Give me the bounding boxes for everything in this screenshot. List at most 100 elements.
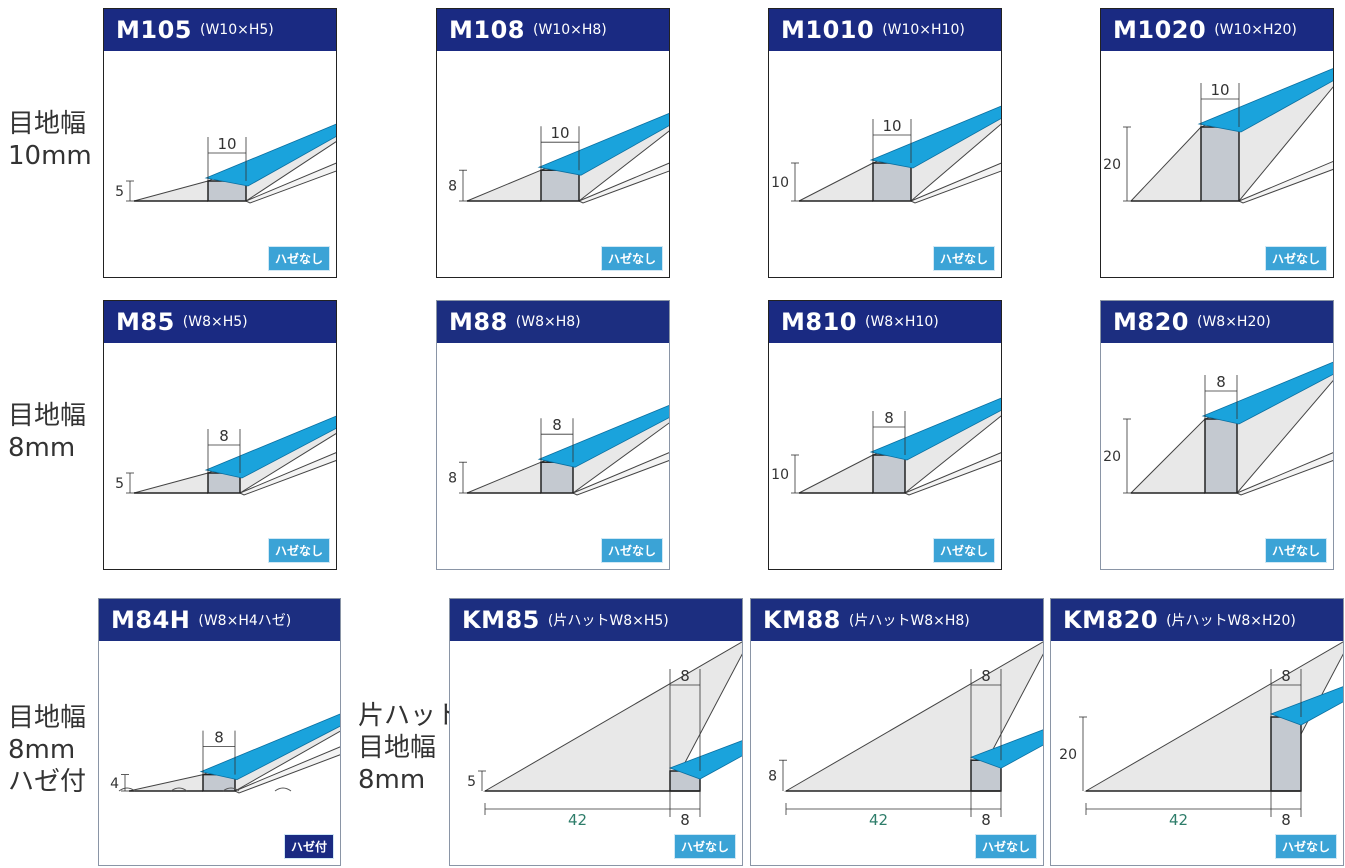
profile-drawing: 8 20 — [1103, 361, 1333, 496]
row-label-kata-hat: 片ハット 目地幅 8mm — [358, 700, 462, 796]
model-name: M810 — [781, 308, 857, 336]
model-name: M88 — [449, 308, 508, 336]
model-name: M108 — [449, 16, 525, 44]
row-label-line: ハゼ付 — [8, 767, 87, 797]
joint-channel — [872, 454, 906, 494]
profile-drawing: 8 20 42 8 — [1059, 641, 1343, 829]
blue-tape — [537, 112, 669, 176]
model-name: M1010 — [781, 16, 875, 44]
model-name: M820 — [1113, 308, 1189, 336]
width-label: 8 — [214, 729, 224, 747]
haze-badge: ハゼなし — [1264, 538, 1327, 563]
model-name: M85 — [116, 308, 175, 336]
height-label: 8 — [448, 179, 457, 195]
haze-badge: ハゼなし — [932, 246, 995, 271]
joint-channel — [872, 162, 912, 202]
height-label: 8 — [448, 471, 457, 487]
model-name: KM820 — [1063, 606, 1159, 634]
height-label: 10 — [771, 175, 789, 191]
model-spec: (片ハットW8×H20) — [1166, 613, 1296, 629]
right-board — [903, 452, 1001, 496]
model-spec: (W10×H8) — [532, 22, 607, 38]
model-spec: (片ハットW8×H8) — [848, 613, 970, 629]
model-spec: (W10×H5) — [199, 22, 274, 38]
row-label-line: 8mm — [358, 765, 426, 795]
haze-seam — [118, 787, 136, 792]
model-name: KM88 — [763, 606, 841, 634]
joint-channel — [1204, 418, 1238, 494]
profile-drawing: 10 5 — [115, 123, 336, 204]
joint-channel — [540, 461, 574, 494]
row-label-8mm: 目地幅 8mm — [8, 400, 86, 464]
model-spec: (W8×H8) — [515, 314, 581, 330]
height-label: 4 — [110, 776, 119, 792]
width-label: 8 — [680, 667, 690, 685]
panel-header: KM88 (片ハットW8×H8) — [751, 599, 1043, 641]
profile-drawing: 85 — [115, 415, 336, 496]
profile-panel-m820: M820 (W8×H20) 8 20 ハゼなし — [1100, 300, 1334, 570]
right-board — [233, 746, 340, 794]
model-name: M1020 — [1113, 16, 1207, 44]
profile-drawing: 10 20 — [1103, 68, 1333, 204]
bottom-width-label: 8 — [1281, 811, 1291, 829]
model-spec: (W10×H20) — [1214, 22, 1297, 38]
blue-tape — [204, 123, 336, 187]
right-board — [571, 452, 669, 496]
haze-seam — [170, 787, 188, 792]
profile-panel-m1010: M1010 (W10×H10) 10 10 ハゼなし — [768, 8, 1002, 278]
bottom-width-label: 8 — [680, 811, 690, 829]
height-label: 10 — [771, 467, 789, 483]
haze-badge: ハゼなし — [1274, 834, 1337, 859]
haze-badge: ハゼなし — [1264, 246, 1327, 271]
blue-tape — [969, 729, 1043, 769]
profile-drawing: 88 — [448, 404, 669, 496]
profile-panel-m810: M810 (W8×H10) 8 10 ハゼなし — [768, 300, 1002, 570]
haze-badge: ハゼなし — [600, 246, 663, 271]
row-label-line: 片ハット — [358, 701, 463, 731]
profile-panel-km88: KM88 (片ハットW8×H8) 8 8 42 8 ハゼなし — [750, 598, 1044, 866]
profile-panel-km85: KM85 (片ハットW8×H5) 8 5 42 8 ハゼなし — [449, 598, 743, 866]
panel-header: M820 (W8×H20) — [1101, 301, 1333, 343]
blue-tape — [1269, 686, 1343, 726]
height-label: 8 — [768, 769, 777, 785]
base-width-label: 42 — [1169, 811, 1188, 829]
width-label: 8 — [219, 427, 229, 445]
profile-panel-m1020: M1020 (W10×H20) 10 20 ハゼなし — [1100, 8, 1334, 278]
panel-header: M84H (W8×H4ハゼ) — [99, 599, 340, 641]
blue-tape — [869, 105, 1001, 169]
profile-panel-m85: M85 (W8×H5) 8 5 ハゼなし — [103, 300, 337, 570]
blue-tape — [1197, 68, 1333, 133]
model-name: KM85 — [462, 606, 540, 634]
width-label: 10 — [217, 135, 236, 153]
row-label-line: 目地幅 — [8, 703, 87, 733]
panel-header: M88 (W8×H8) — [437, 301, 669, 343]
profile-panel-m108: M108 (W10×H8) 10 8 ハゼなし — [436, 8, 670, 278]
haze-badge: ハゼなし — [267, 246, 330, 271]
height-label: 5 — [467, 774, 476, 790]
height-label: 5 — [115, 476, 124, 492]
panel-header: M105 (W10×H5) — [104, 9, 336, 51]
haze-badge: ハゼなし — [974, 834, 1037, 859]
right-board — [909, 162, 1001, 204]
width-label: 10 — [1210, 81, 1229, 99]
profile-panel-m84h: M84H (W8×H4ハゼ) 8 4 ハゼ付 — [98, 598, 341, 866]
right-board — [577, 162, 669, 204]
base-width-label: 42 — [568, 811, 587, 829]
model-name: M105 — [116, 16, 192, 44]
profile-panel-m105: M105 (W10×H5) 10 5 ハゼなし — [103, 8, 337, 278]
panel-header: M108 (W10×H8) — [437, 9, 669, 51]
width-label: 8 — [884, 409, 894, 427]
panel-header: M1020 (W10×H20) — [1101, 9, 1333, 51]
row-label-line: 10mm — [8, 141, 92, 171]
row-label-line: 目地幅 — [358, 733, 437, 763]
bottom-width-label: 8 — [981, 811, 991, 829]
right-board — [1235, 452, 1333, 496]
height-label: 5 — [115, 184, 124, 200]
panel-header: M1010 (W10×H10) — [769, 9, 1001, 51]
height-label: 20 — [1103, 449, 1121, 465]
width-label: 10 — [550, 124, 569, 142]
model-spec: (W8×H4ハゼ) — [198, 613, 292, 629]
haze-badge: ハゼなし — [932, 538, 995, 563]
height-label: 20 — [1059, 747, 1077, 763]
row-label-8mm-haze: 目地幅 8mm ハゼ付 — [8, 702, 86, 798]
